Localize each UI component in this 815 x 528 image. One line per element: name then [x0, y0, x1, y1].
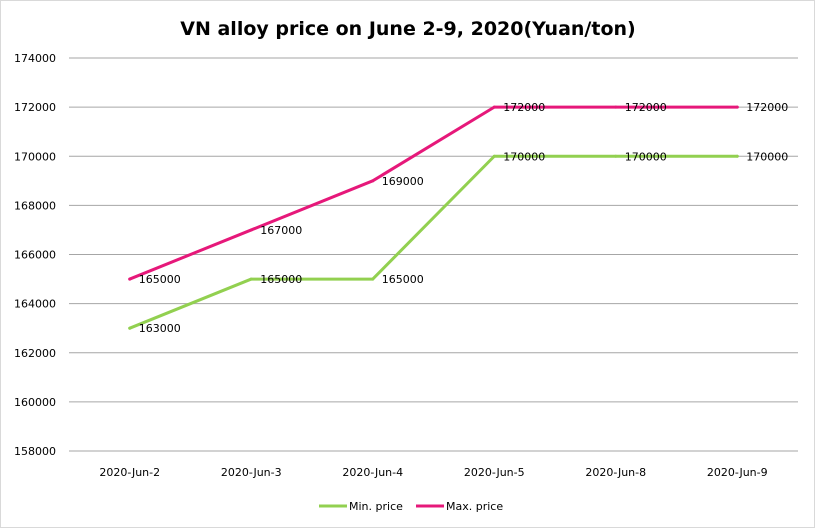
data-point — [128, 277, 132, 281]
data-label: 165000 — [382, 273, 424, 286]
data-point — [249, 277, 253, 281]
gridlines — [69, 57, 798, 452]
data-point — [735, 105, 739, 109]
data-labels: 163000 165000 165000 170000 170000 170000 1650… — [139, 101, 789, 335]
series-lines — [128, 105, 739, 330]
series-line-max-price — [128, 105, 739, 281]
data-point — [128, 326, 132, 330]
y-tick-label: 166000 — [14, 249, 56, 262]
data-label: 170000 — [503, 150, 545, 163]
x-tick-label: 2020-Jun-2 — [99, 466, 160, 479]
data-point — [249, 228, 253, 232]
x-tick-label: 2020-Jun-8 — [585, 466, 646, 479]
data-point — [614, 105, 618, 109]
y-tick-label: 170000 — [14, 150, 56, 163]
data-label: 165000 — [260, 273, 302, 286]
data-point — [735, 154, 739, 158]
y-tick-label: 172000 — [14, 101, 56, 114]
data-label: 170000 — [625, 150, 667, 163]
y-tick-label: 168000 — [14, 199, 56, 212]
data-point — [614, 154, 618, 158]
data-point — [492, 105, 496, 109]
data-point — [371, 277, 375, 281]
data-label: 163000 — [139, 322, 181, 335]
x-tick-label: 2020-Jun-4 — [342, 466, 403, 479]
data-label: 172000 — [503, 101, 545, 114]
y-tick-label: 162000 — [14, 347, 56, 360]
x-tick-label: 2020-Jun-3 — [221, 466, 282, 479]
series-line-min-price — [128, 154, 739, 330]
data-label: 165000 — [139, 273, 181, 286]
legend-label: Min. price — [349, 500, 403, 513]
data-label: 169000 — [382, 175, 424, 188]
y-tick-label: 174000 — [14, 52, 56, 65]
y-tick-label: 160000 — [14, 396, 56, 409]
data-label: 172000 — [625, 101, 667, 114]
y-tick-label: 164000 — [14, 298, 56, 311]
x-axis-ticks: 2020-Jun-2 2020-Jun-3 2020-Jun-4 2020-Jun-5… — [99, 466, 767, 479]
y-axis-ticks: 158000 160000 162000 164000 166000 168000 1700… — [14, 52, 56, 458]
data-label: 172000 — [746, 101, 788, 114]
x-tick-label: 2020-Jun-5 — [464, 466, 525, 479]
chart-title: VN alloy price on June 2-9, 2020(Yuan/to… — [180, 18, 635, 40]
y-tick-label: 158000 — [14, 445, 56, 458]
data-point — [492, 154, 496, 158]
x-tick-label: 2020-Jun-9 — [707, 466, 768, 479]
data-label: 167000 — [260, 224, 302, 237]
legend-label: Max. price — [446, 500, 503, 513]
legend: Min. price Max. price — [319, 500, 503, 513]
data-point — [371, 179, 375, 183]
data-label: 170000 — [746, 150, 788, 163]
